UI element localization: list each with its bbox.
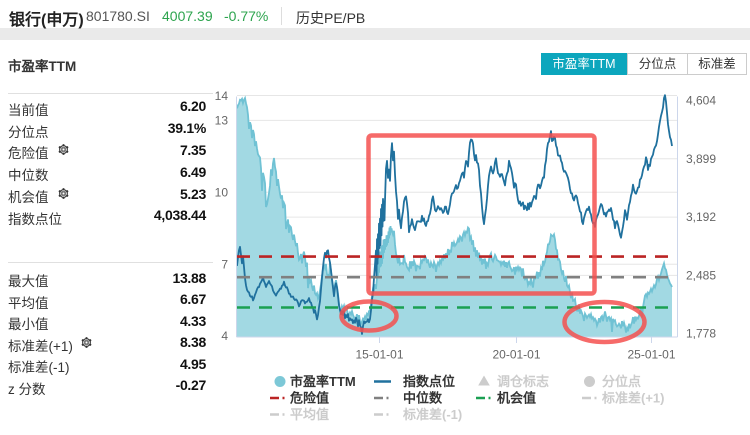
svg-text:4,604: 4,604 — [686, 94, 716, 108]
svg-text:13: 13 — [215, 113, 229, 127]
svg-text:14: 14 — [215, 89, 229, 103]
svg-text:2,485: 2,485 — [686, 268, 716, 282]
svg-text:标准差(-1): 标准差(-1) — [402, 407, 462, 422]
svg-text:标准差(+1): 标准差(+1) — [601, 391, 664, 406]
svg-text:10: 10 — [215, 185, 229, 199]
svg-text:市盈率TTM: 市盈率TTM — [290, 374, 356, 389]
svg-text:20-01-01: 20-01-01 — [492, 348, 540, 362]
svg-text:25-01-01: 25-01-01 — [627, 348, 675, 362]
svg-text:危险值: 危险值 — [290, 391, 329, 406]
svg-text:机会值: 机会值 — [497, 391, 536, 406]
svg-text:平均值: 平均值 — [290, 407, 329, 422]
svg-text:调仓标志: 调仓标志 — [497, 374, 549, 389]
svg-text:中位数: 中位数 — [403, 391, 443, 406]
svg-text:3,899: 3,899 — [686, 152, 716, 166]
svg-text:1,778: 1,778 — [686, 327, 716, 341]
svg-text:15-01-01: 15-01-01 — [355, 348, 403, 362]
svg-text:4: 4 — [221, 329, 228, 343]
svg-text:分位点: 分位点 — [602, 374, 641, 389]
svg-text:7: 7 — [221, 257, 228, 271]
svg-text:3,192: 3,192 — [686, 210, 716, 224]
svg-text:指数点位: 指数点位 — [403, 374, 455, 389]
